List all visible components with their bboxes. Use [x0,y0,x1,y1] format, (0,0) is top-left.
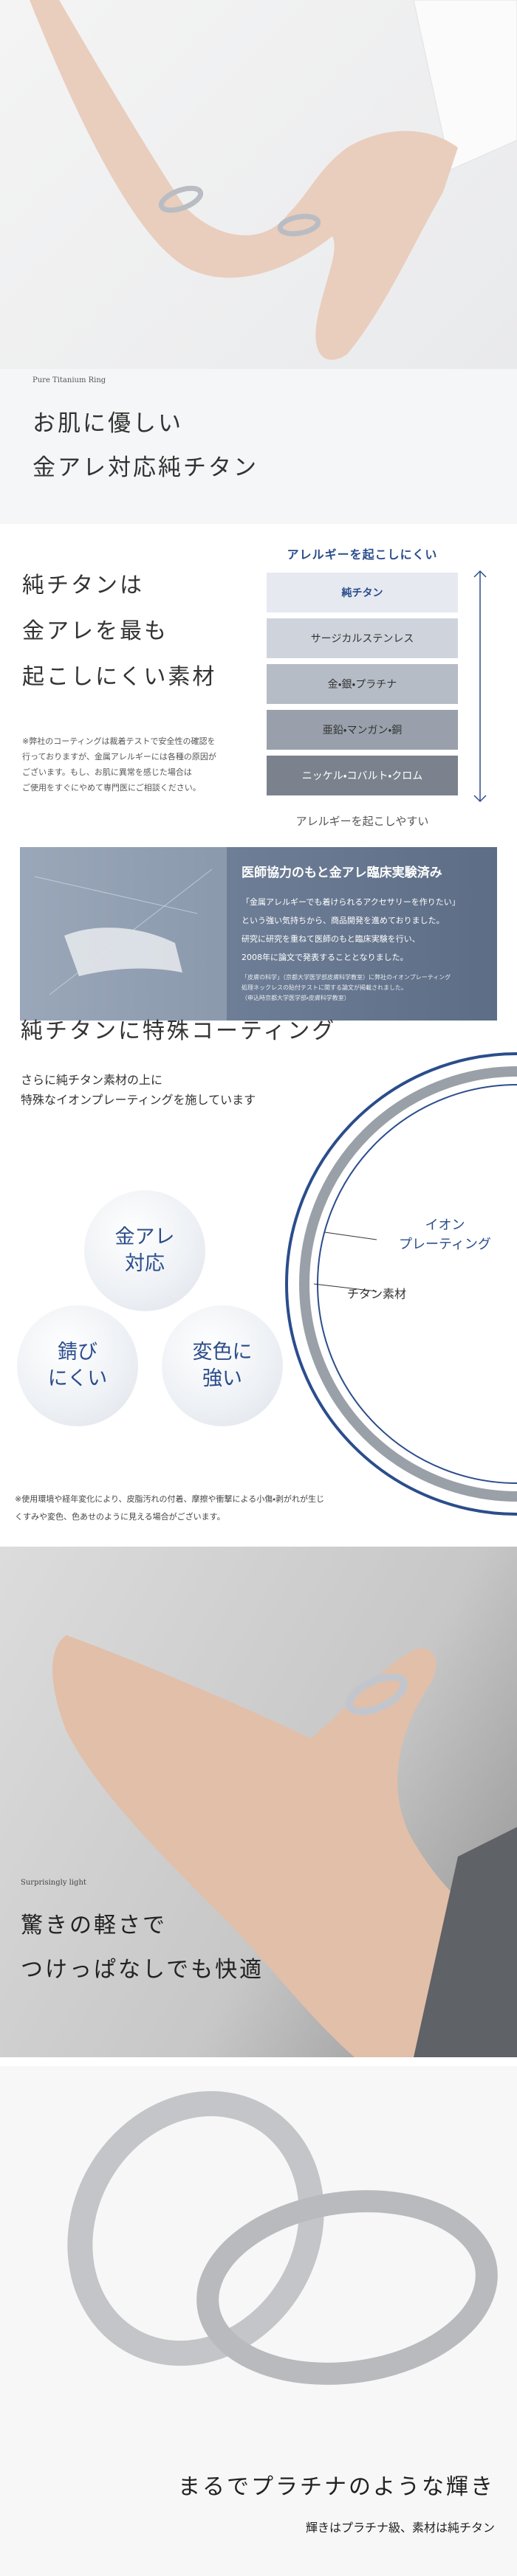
feature-bubble: 変色に 強い [162,1305,283,1426]
clinical-illustration [20,847,227,1021]
label-inner: チタン素材 [347,1287,407,1301]
feature-bubble: 錆び にくい [17,1305,138,1426]
label-outer: イオン プレーティング [399,1218,491,1252]
note-line: ご使用をすぐにやめて専門医にご相談ください。 [22,783,201,793]
ring [196,2190,498,2385]
clinical-note: 「皮膚の科学」（京都大学医学部皮膚科学教室）に弊社のイオンプレーティング 処理ネ… [242,973,451,1004]
leader-line [324,1232,377,1240]
hero-illustration [30,0,517,360]
note-line: くすみや変色、色あせのように見える場合がございます。 [15,1512,225,1522]
ring [345,1673,408,1716]
allergy-heading: 純チタンは [22,573,144,598]
note-line: （申込時京都大学医学部・皮膚科学教室） [242,995,350,1001]
rings-photo [0,2066,517,2576]
scale-top: アレルギーを起こしにくい [287,548,438,562]
material-box: ニッケル・コバルト・クロム [267,756,458,795]
shine-subtitle: 輝きはプラチナ級、素材は純チタン [305,2521,495,2535]
note-line: ※使用環境や経年変化により、皮脂汚れの付着、摩擦や衝撃による小傷・剥がれが生じ [15,1494,324,1504]
hand-illustration [52,1635,517,2057]
material-box: 亜鉛・マンガン・銅 [267,710,458,750]
ring [67,2090,324,2366]
clinical-body: 「金属アレルギーでも着けられるアクセサリーを作りたい」 という強い気持ちから、商… [242,893,460,967]
note-line: ※弊社のコーティングは裁着テストで安全性の確認を [22,736,216,746]
ring [277,213,321,237]
allergy-note: ※弊社のコーティングは裁着テストで安全性の確認を 行っておりますが、金属アレルギ… [22,733,216,795]
hero-title: お肌に優しい [32,410,183,437]
body-line: という強い気持ちから、商品開発を進めておりました。 [242,916,445,925]
clinical-title: 医師協力のもと金アレ臨床実験済み [242,866,442,880]
leader-line [313,1283,377,1292]
ring [158,185,204,213]
hands [30,0,458,360]
sleeve [414,1827,517,2057]
coating-diagram [285,1052,517,1516]
body-line: 2008年に論文で発表することとなりました。 [242,953,408,962]
scale-arrow [473,570,487,803]
material-box: 金・銀・プラチナ [267,664,458,704]
body-line: 研究に研究を重ねて医師のもと臨床実験を行い、 [242,934,420,944]
note-line: 「皮膚の科学」（京都大学医学部皮膚科学教室）に弊社のイオンプレーティング [242,974,451,981]
material-box: サージカルステンレス [267,618,458,658]
sleeve [413,0,517,170]
sub-line: さらに純チタン素材の上に [21,1073,163,1087]
eyebrow: Pure Titanium Ring [32,376,106,384]
eyebrow: Surprisingly light [21,1879,86,1887]
hero-text-bg [0,369,517,524]
material-box: 純チタン [267,573,458,612]
hand-photo [0,1547,517,2057]
feature-bubble: 金アレ 対応 [84,1190,205,1311]
inner-ring [317,1084,517,1484]
coating-note: ※使用環境や経年変化により、皮脂汚れの付着、摩擦や衝撃による小傷・剥がれが生じ … [15,1491,324,1526]
hero-title: 金アレ対応純チタン [32,455,258,481]
allergy-heading: 金アレを最も [22,618,168,644]
note-line: 行っておりますが、金属アレルギーには各種の原因が [22,752,216,762]
scale-bottom: アレルギーを起こしやすい [295,815,429,828]
note-line: 処理ネックレスの貼付テストに関する論文が掲載されました。 [242,984,407,991]
body-line: 「金属アレルギーでも着けられるアクセサリーを作りたい」 [242,897,460,907]
outer-ring [285,1052,517,1516]
allergy-heading: 起こしにくい素材 [22,664,217,690]
note-line: ございます。もし、お肌に異常を感じた場合は [22,767,192,777]
hero-photo [0,0,517,369]
light-title: 驚きの軽さで [21,1913,167,1938]
hand [52,1635,517,2057]
shine-title: まるでプラチナのような輝き [178,2474,495,2500]
coating-title: 純チタンに特殊コーティング [21,1018,337,1044]
titanium-ring [299,1066,517,1502]
clinical-banner: 医師協力のもと金アレ臨床実験済み 「金属アレルギーでも着けられるアクセサリーを作… [20,847,497,1021]
rings-illustration [67,2090,498,2385]
light-title: つけっぱなしでも快適 [21,1957,264,1983]
coating-sub: さらに純チタン素材の上に 特殊なイオンプレーティングを施しています [21,1070,256,1110]
sub-line: 特殊なイオンプレーティングを施しています [21,1093,256,1107]
